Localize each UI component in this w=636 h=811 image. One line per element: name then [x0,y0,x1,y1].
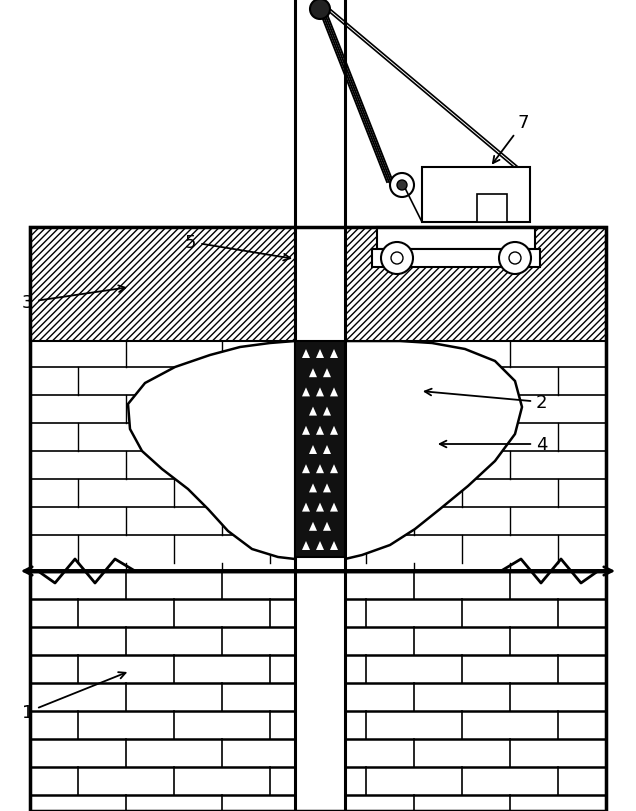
Polygon shape [309,522,317,531]
Polygon shape [316,427,324,436]
Bar [295,0,345,811]
Circle shape [310,0,330,20]
Bar [477,195,507,223]
Bar [30,228,606,571]
Polygon shape [323,369,331,378]
Text: 5: 5 [185,234,290,261]
Polygon shape [330,427,338,436]
Polygon shape [309,407,317,416]
Circle shape [499,242,531,275]
Polygon shape [330,388,338,397]
Polygon shape [316,350,324,358]
Circle shape [509,253,521,264]
Polygon shape [330,541,338,551]
Polygon shape [323,407,331,416]
Polygon shape [316,541,324,551]
Polygon shape [323,484,331,493]
Polygon shape [302,388,310,397]
Bar [30,571,606,811]
Polygon shape [309,369,317,378]
Text: 7: 7 [493,114,530,164]
Polygon shape [330,503,338,512]
Circle shape [381,242,413,275]
Polygon shape [302,541,310,551]
Bar [372,250,540,268]
Bar [30,571,606,811]
Polygon shape [309,484,317,493]
Text: 3: 3 [22,286,125,311]
Polygon shape [302,427,310,436]
Bar [422,168,530,223]
Polygon shape [302,350,310,358]
Bar [295,341,345,557]
Bar [30,228,606,571]
Bar [377,228,535,250]
Polygon shape [302,503,310,512]
Polygon shape [128,341,522,560]
Bar [345,228,606,341]
Text: 4: 4 [440,436,548,453]
Polygon shape [309,445,317,454]
Polygon shape [323,445,331,454]
Polygon shape [316,388,324,397]
Polygon shape [316,465,324,474]
Circle shape [397,181,407,191]
Bar [30,228,295,341]
Circle shape [390,174,414,198]
Circle shape [391,253,403,264]
Polygon shape [330,465,338,474]
Polygon shape [302,465,310,474]
Text: 2: 2 [425,389,548,411]
Text: 1: 1 [22,672,125,721]
Polygon shape [316,503,324,512]
Polygon shape [323,522,331,531]
Polygon shape [330,350,338,358]
